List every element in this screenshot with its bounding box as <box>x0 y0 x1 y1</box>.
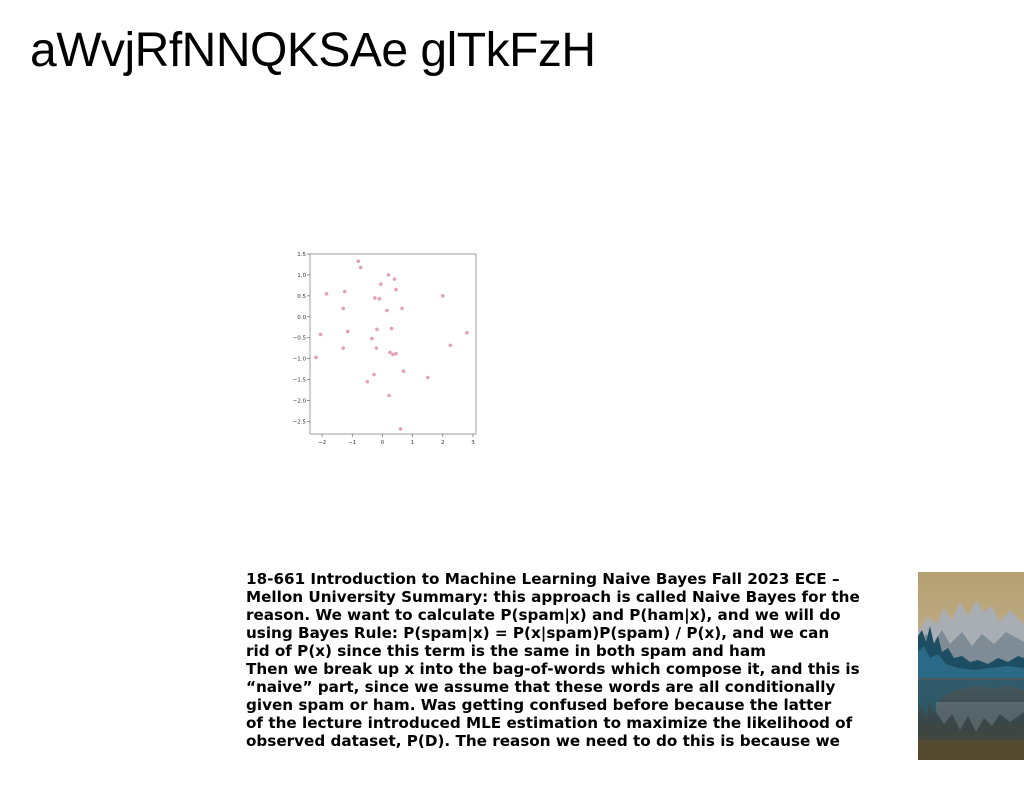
body-text-line: Mellon University Summary: this approach… <box>246 588 860 606</box>
mountain-lake-photo <box>918 572 1024 760</box>
scatter-point <box>385 308 389 313</box>
photo-forest-highlight <box>918 646 1024 680</box>
scatter-plot-svg: −2 −1 0 1 2 3 1.5 1.0 0.5 0.0 −0.5 −1.0 −1.5 −2.0 −2.… <box>293 252 477 446</box>
scatter-point <box>342 289 347 294</box>
x-tick-label: 0 <box>381 440 385 446</box>
x-tick-label: −1 <box>348 440 356 446</box>
scatter-point <box>425 375 430 380</box>
scatter-point <box>391 352 395 357</box>
scatter-point <box>365 379 370 384</box>
scatter-point <box>400 306 404 311</box>
scatter-point <box>389 326 394 331</box>
scatter-point <box>374 346 379 350</box>
y-tick-label: 0.0 <box>297 315 306 321</box>
scatter-point <box>401 369 406 374</box>
photo-reflection-peaks <box>936 702 1024 732</box>
y-tick-label: −2.5 <box>293 419 307 425</box>
scatter-point <box>386 273 391 277</box>
y-tick-label: 1.5 <box>297 252 306 258</box>
scatter-point <box>398 427 403 431</box>
x-tick-label: 1 <box>411 440 415 446</box>
scatter-point <box>318 332 323 337</box>
x-tick-label: −2 <box>318 440 326 446</box>
scatter-point <box>448 343 453 348</box>
photo-ground <box>918 740 1024 760</box>
scatter-point <box>441 294 445 298</box>
scatter-point <box>394 287 398 292</box>
y-tick-label: −0.5 <box>293 336 307 342</box>
x-tick-label: 3 <box>471 440 475 446</box>
scatter-point <box>341 346 345 350</box>
x-tick-label: 2 <box>441 440 445 446</box>
body-text-line: Then we break up x into the bag-of-words… <box>246 660 860 678</box>
scatter-point <box>370 336 374 341</box>
y-tick-label: −1.0 <box>293 357 307 363</box>
scatter-point <box>379 282 383 286</box>
y-tick-label: 0.5 <box>297 294 306 300</box>
body-text-line: of the lecture introduced MLE estimation… <box>246 714 853 732</box>
scatter-point <box>387 393 391 398</box>
body-text-line: 18-661 Introduction to Machine Learning … <box>246 570 840 588</box>
x-axis: −2 −1 0 1 2 3 <box>318 434 475 446</box>
plot-frame <box>309 253 477 435</box>
scatter-point <box>394 351 398 356</box>
scatter-point <box>341 306 345 311</box>
scatter-point <box>373 296 377 300</box>
scatter-point <box>356 259 361 263</box>
scatter-point <box>392 277 397 281</box>
y-tick-label: −1.5 <box>293 378 307 384</box>
scatter-point <box>388 350 392 355</box>
scatter-point <box>324 291 329 296</box>
scatter-plot: −2 −1 0 1 2 3 1.5 1.0 0.5 0.0 −0.5 −1.0 −1.5 −2.0 −2.… <box>290 248 482 448</box>
scatter-point <box>358 265 363 270</box>
body-text-line: using Bayes Rule: P(spam|x) = P(x|spam)P… <box>246 624 830 642</box>
scatter-point <box>372 372 376 377</box>
scatter-point <box>375 327 379 332</box>
y-tick-label: −2.0 <box>293 399 307 405</box>
body-text-line: reason. We want to calculate P(spam|x) a… <box>246 606 841 624</box>
scatter-point <box>377 296 382 301</box>
scatter-point <box>345 329 350 334</box>
scatter-points <box>314 259 469 431</box>
body-text-line: rid of P(x) since this term is the same … <box>246 642 766 660</box>
scatter-point <box>465 330 469 335</box>
page-title: aWvjRfNNQKSAe glTkFzH <box>30 24 596 77</box>
photo-reflection <box>918 680 1024 718</box>
y-axis: 1.5 1.0 0.5 0.0 −0.5 −1.0 −1.5 −2.0 −2.5 <box>293 252 310 425</box>
mountain-lake-image <box>918 572 1024 760</box>
body-text-line: observed dataset, P(D). The reason we ne… <box>246 732 840 750</box>
body-text: 18-661 Introduction to Machine Learning … <box>246 570 896 750</box>
body-text-line: “naive” part, since we assume that these… <box>246 678 836 696</box>
scatter-point <box>314 355 318 360</box>
body-text-line: given spam or ham. Was getting confused … <box>246 696 832 714</box>
y-tick-label: 1.0 <box>297 273 306 279</box>
